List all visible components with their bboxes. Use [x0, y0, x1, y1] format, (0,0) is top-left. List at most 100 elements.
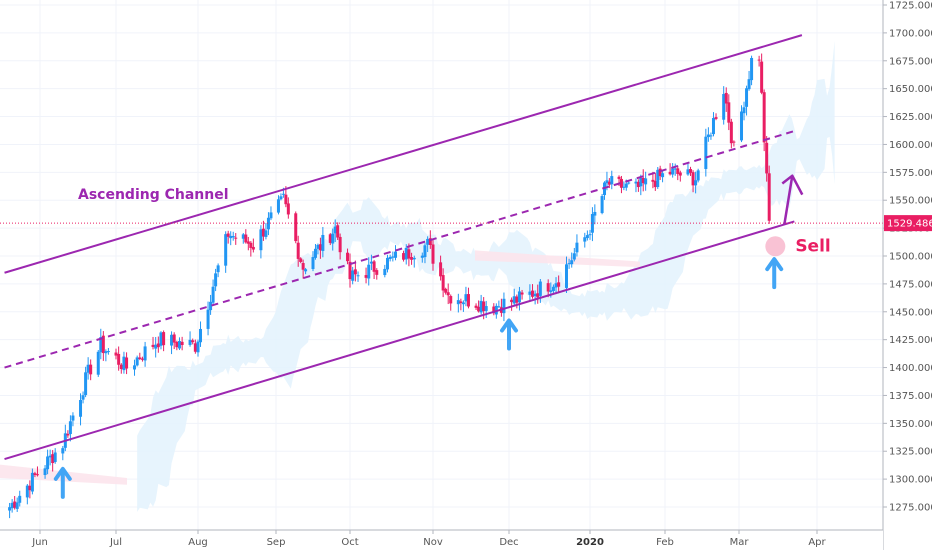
candle [226, 230, 230, 244]
candle [554, 277, 558, 295]
candle-body [706, 134, 710, 138]
annotations: Ascending Channel Sell [53, 174, 831, 499]
candle [391, 251, 395, 262]
candle [296, 235, 300, 267]
x-tick-label: Nov [423, 537, 443, 548]
candle-body [304, 269, 308, 272]
candle-body [226, 233, 230, 237]
candle-body [567, 263, 571, 265]
candle [464, 286, 468, 307]
candle [333, 219, 337, 243]
candle-body [193, 343, 197, 352]
candle [84, 366, 88, 398]
candle-body [224, 234, 228, 266]
candle-body [114, 352, 118, 356]
candle [423, 243, 427, 264]
candle-body [607, 181, 611, 185]
candle-body [43, 468, 47, 476]
candle [564, 256, 568, 293]
candle [244, 229, 248, 244]
candle-body [10, 502, 14, 509]
candle [375, 268, 379, 280]
candle [251, 238, 255, 253]
candle-body [296, 242, 300, 259]
candle [286, 197, 290, 219]
candle [35, 466, 39, 477]
candle-body [740, 111, 744, 141]
candle [557, 275, 561, 294]
candle [46, 449, 50, 475]
candle-body [209, 301, 213, 311]
candle-body [661, 173, 665, 178]
candle-body [732, 141, 736, 143]
candle-body [346, 252, 350, 262]
candle [634, 178, 638, 193]
candle [760, 53, 764, 95]
candle-body [420, 255, 424, 258]
candle [461, 300, 465, 312]
candle-body [520, 292, 524, 295]
candle [551, 284, 555, 294]
channel-upper-line[interactable] [4, 34, 803, 274]
candle-body [61, 448, 65, 454]
candle-body [696, 170, 700, 181]
x-tick-label: Dec [499, 537, 518, 548]
candle [446, 283, 450, 305]
candle [101, 331, 105, 361]
candle [531, 284, 535, 299]
candle [575, 234, 579, 257]
channel-middle-line[interactable] [4, 130, 795, 369]
candle [68, 415, 72, 442]
candle [66, 430, 70, 438]
candle-body [30, 472, 34, 492]
candle-body [276, 199, 280, 213]
candle [261, 220, 265, 241]
ascending-channel[interactable] [0, 34, 883, 460]
x-tick-label: Apr [808, 537, 826, 548]
candle [81, 391, 85, 404]
candle-body [564, 264, 568, 288]
candle-body [299, 258, 303, 262]
candle [367, 257, 371, 286]
candle-body [745, 88, 749, 107]
candle-body [742, 107, 746, 114]
candle [410, 252, 414, 265]
candle-body [53, 452, 57, 463]
candle [512, 288, 516, 306]
candle-body [264, 230, 268, 237]
candle-body [423, 245, 427, 258]
candle-body [444, 288, 448, 293]
candle-body [154, 344, 158, 349]
candle [492, 303, 496, 316]
candle [622, 181, 626, 191]
candle [456, 293, 460, 313]
y-tick-label: 1625.000 [889, 112, 932, 123]
candle-body [497, 306, 501, 308]
current-price-label: 1529.486 [887, 219, 932, 230]
candle [572, 247, 576, 262]
candle-body [691, 172, 695, 186]
candle-body [765, 142, 769, 174]
y-tick-label: 1325.000 [889, 447, 932, 458]
candle [750, 55, 754, 86]
candle [583, 232, 587, 248]
candle-body [191, 340, 195, 343]
candle [156, 336, 160, 353]
candle [644, 171, 648, 191]
candle [266, 212, 270, 236]
candle-body [653, 181, 657, 188]
channel-lower-line[interactable] [4, 220, 795, 460]
candle [353, 260, 357, 282]
candle [600, 193, 604, 215]
candle-body [456, 300, 460, 305]
candle [338, 233, 342, 260]
candle-body [33, 473, 37, 475]
candle-body [244, 234, 248, 243]
candle [691, 170, 695, 193]
candle-body [79, 399, 83, 417]
candle-body [510, 299, 514, 303]
candle [231, 231, 235, 241]
candle [520, 289, 524, 300]
